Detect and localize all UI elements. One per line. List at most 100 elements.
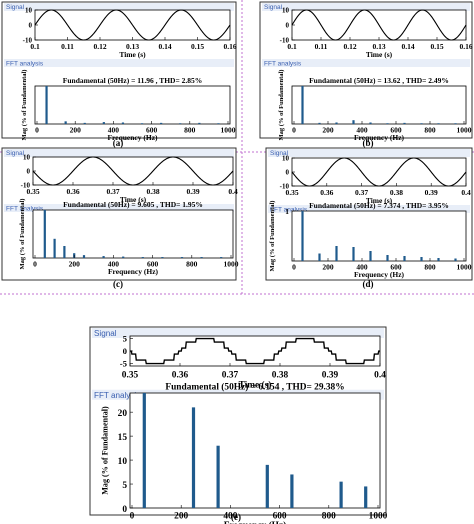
fft-xtick-label: 0 [33, 260, 37, 269]
panel-a: Signal 10 0 -100.1 0.11 0.12 0.13 0.14 0.15 0.16 T… [1, 1, 237, 148]
fft-header [4, 59, 234, 67]
fft-bar [420, 257, 423, 261]
fft-xtick-label: 600 [390, 126, 402, 135]
signal-axes [129, 335, 381, 367]
fft-ytick-label: 1 [285, 207, 289, 216]
signal-xtick-label: 0.4 [461, 188, 471, 197]
fft-xtick-label: 0 [35, 126, 39, 135]
fft-bar [53, 238, 56, 258]
signal-ytick-label: 0 [286, 22, 290, 30]
panel-label: (b) [363, 138, 374, 148]
signal-xlabel: Time (s) [366, 50, 393, 59]
fft-bar [318, 122, 321, 124]
fft-xlabel: Frequency (Hz) [224, 520, 286, 524]
fft-bar [180, 257, 184, 258]
fft-ytick-label: 20 [118, 409, 128, 419]
panel-label: (c) [113, 279, 123, 289]
fft-xtick-label: 200 [322, 263, 334, 272]
fft-bar [217, 123, 220, 124]
fft-bar [420, 123, 423, 124]
panel-b: Signal 10 0 -100.1 0.11 0.12 0.13 0.14 0.15 0.16 T… [259, 1, 473, 148]
fft-ylabel: Mag (% of Fundamental) [19, 199, 26, 270]
signal-xtick-label: 0.16 [459, 42, 472, 51]
fft-bar [352, 247, 355, 261]
fft-xtick-label: 400 [223, 512, 237, 522]
fft-bar [191, 407, 196, 508]
fft-xtick-label: 400 [356, 263, 368, 272]
signal-xtick-label: 0.37 [106, 187, 119, 196]
fft-xtick-label: 1000 [221, 126, 236, 135]
fft-xtick-label: 200 [322, 126, 334, 135]
signal-ytick-label: 0 [123, 346, 128, 356]
fft-xtick-label: 1000 [457, 263, 472, 272]
signal-header [268, 149, 470, 157]
fft-bar [142, 393, 146, 508]
signal-xtick-label: 0.39 [186, 187, 199, 196]
fft-xtick-label: 600 [273, 512, 287, 522]
fft-bar [454, 123, 457, 124]
fft-heading: Fundamental (50Hz) = 9.605 , THD= 1.95% [63, 200, 203, 209]
fft-title: FFT analysis [270, 207, 308, 214]
signal-xtick-label: 0.37 [222, 370, 239, 380]
signal-title: Signal [6, 150, 25, 157]
fft-xtick-label: 0 [292, 263, 296, 272]
fft-xtick-label: 200 [70, 126, 82, 135]
signal-xtick-label: 0.13 [126, 42, 139, 51]
signal-header [92, 328, 384, 338]
signal-xlabel: Time (s) [120, 195, 147, 204]
fft-axes [32, 209, 234, 259]
fft-bar [369, 122, 372, 124]
fft-title: FFT analysis [6, 206, 44, 213]
fft-bar [265, 464, 269, 508]
fft-bar [301, 211, 304, 261]
signal-waveform [32, 156, 234, 186]
signal-xtick-label: 0.1 [287, 42, 297, 51]
signal-ytick-label: -5 [120, 359, 128, 369]
fft-bar [121, 122, 125, 124]
signal-waveform [34, 9, 231, 41]
fft-bar [82, 255, 86, 258]
fft-plot: 0 200 400 600 800 1000 1 Frequency (Hz) Mag (% o… [269, 201, 472, 279]
fft-heading: Fundamental (50Hz) = 6.154 , THD= 29.38% [165, 381, 344, 392]
signal-xlabel: Time (s) [239, 379, 272, 390]
signal-xtick-label: 0.12 [343, 42, 356, 51]
fft-xtick-label: 400 [356, 126, 368, 135]
fft-xtick-label: 800 [322, 512, 336, 522]
fft-axes [291, 85, 467, 125]
fft-xtick-label: 600 [146, 126, 158, 135]
signal-xtick-label: 0.38 [272, 370, 289, 380]
fft-xtick-label: 800 [184, 126, 196, 135]
signal-plot: 5 0 -50.35 0.36 0.37 0.38 0.39 0.4 Time (s) [120, 334, 386, 391]
fft-bar [403, 122, 406, 124]
fft-xtick-label: 0 [292, 126, 296, 135]
fft-bar [437, 258, 440, 261]
signal-xtick-label: 0.39 [425, 188, 438, 197]
signal-xlabel: Time (s) [366, 196, 393, 205]
panel-label: (d) [363, 279, 374, 289]
fft-bar [386, 255, 389, 261]
fft-header [4, 204, 234, 212]
signal-title: Signal [270, 150, 289, 157]
fft-bar [216, 445, 220, 508]
fft-xtick-label: 800 [424, 263, 436, 272]
signal-xtick-label: 0.14 [401, 42, 414, 51]
signal-xtick-label: 0.36 [320, 188, 333, 197]
signal-waveform [291, 157, 467, 187]
fft-xlabel: Frequency (Hz) [108, 267, 159, 276]
signal-waveform [291, 9, 467, 41]
signal-ytick-label: 10 [282, 7, 290, 15]
signal-xtick-label: 0.38 [146, 187, 159, 196]
signal-waveform [130, 337, 380, 365]
fft-heading: Fundamental (50Hz) = 11.96 , THD= 2.85% [63, 76, 202, 85]
signal-xtick-label: 0.38 [390, 188, 403, 197]
signal-xtick-label: 0.14 [158, 42, 171, 51]
signal-ytick-label: 10 [23, 154, 31, 162]
fft-bar [318, 253, 321, 261]
fft-bar [437, 123, 440, 124]
signal-xtick-label: 0.37 [355, 188, 368, 197]
signal-header [262, 3, 470, 11]
signal-xtick-label: 0.35 [285, 188, 298, 197]
signal-xtick-label: 0.4 [374, 370, 386, 380]
fft-xtick-label: 400 [108, 126, 120, 135]
